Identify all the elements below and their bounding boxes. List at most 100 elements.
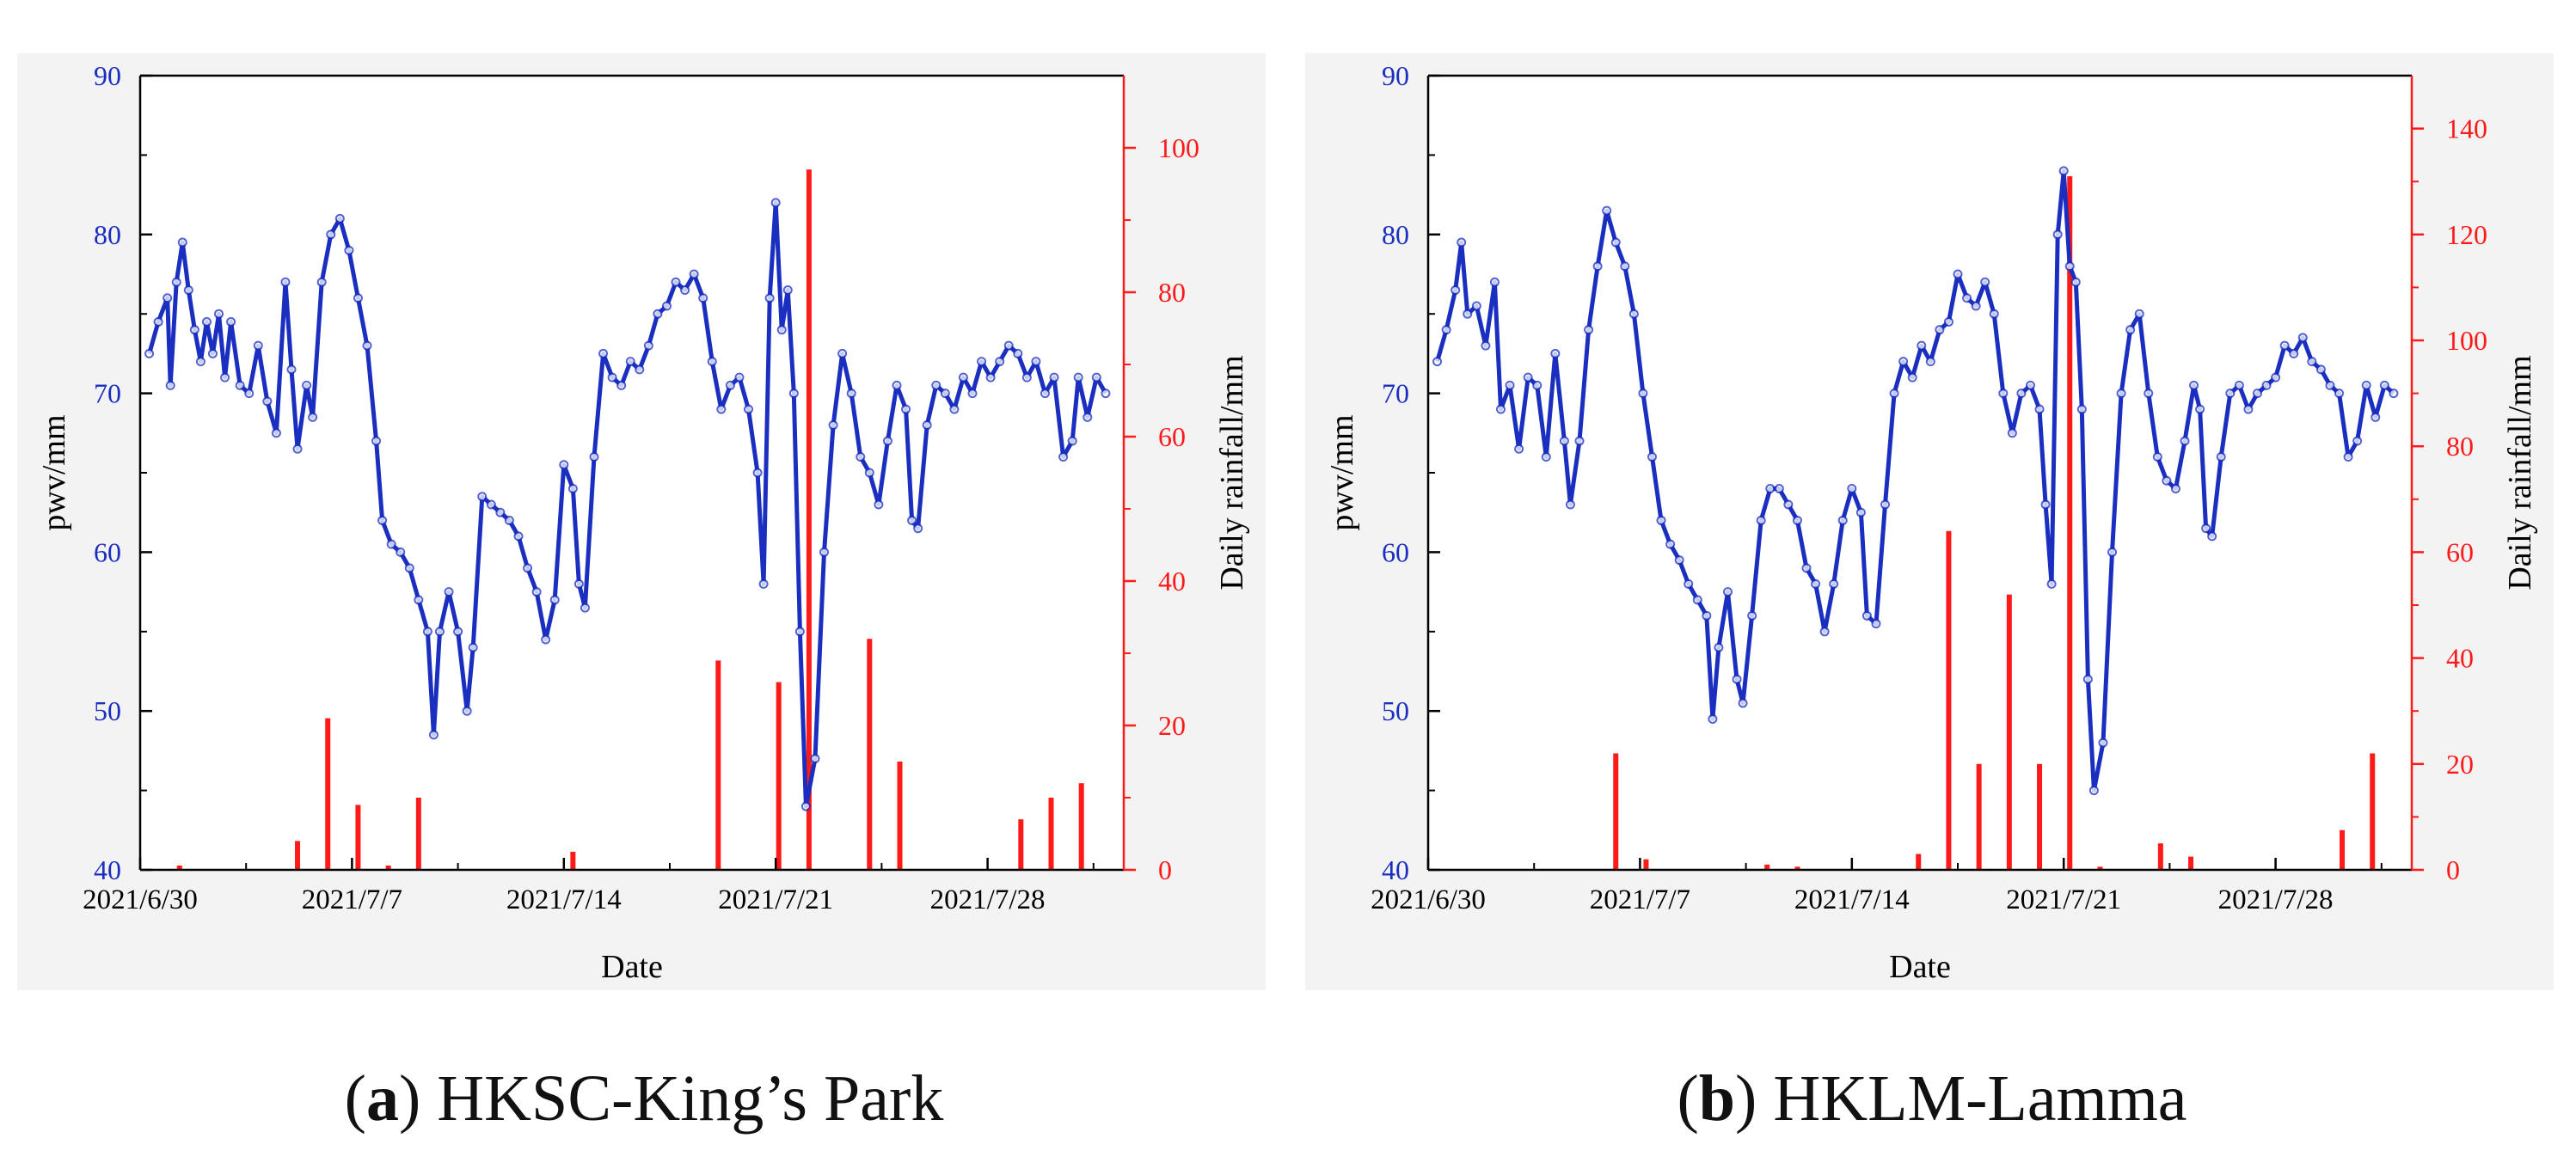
pwv-point [1565, 499, 1575, 510]
x-tick-label: 2021/7/7 [302, 884, 402, 915]
pwv-point [1101, 389, 1111, 399]
pwv-point [1847, 483, 1857, 493]
pwv-point [931, 380, 941, 390]
pwv-point [698, 293, 708, 303]
pwv-point [444, 587, 454, 597]
pwv-point [1747, 610, 1757, 621]
pwv-point [549, 595, 560, 605]
x-tick-label: 2021/6/30 [83, 884, 198, 915]
pwv-point [163, 293, 173, 303]
pwv-point [788, 389, 799, 399]
pwv-point [453, 627, 463, 637]
y-right-tick-label: 60 [1158, 421, 1186, 452]
pwv-point [468, 642, 478, 652]
pwv-point [316, 277, 327, 287]
pwv-point [1829, 578, 1839, 589]
caption-a: (a) HKSC-King’s Park [344, 1062, 944, 1135]
pwv-point [1541, 452, 1551, 462]
y-left-tick-label: 60 [94, 536, 121, 567]
rain-bar [2067, 176, 2073, 871]
pwv-point [995, 357, 1005, 367]
pwv-point [913, 523, 923, 534]
pwv-point [800, 801, 811, 811]
pwv-point [1708, 713, 1718, 724]
pwv-point [958, 372, 968, 382]
pwv-point [1837, 515, 1848, 525]
rain-bar [2037, 763, 2043, 870]
pwv-point [1855, 507, 1866, 517]
pwv-point [1610, 237, 1621, 248]
pwv-point [2076, 404, 2087, 414]
pwv-point [567, 483, 578, 493]
pwv-point [2361, 380, 2371, 390]
rain-bar [2340, 829, 2346, 870]
pwv-point [177, 237, 187, 248]
caption-a-letter: a [365, 1062, 399, 1135]
pwv-point [828, 420, 838, 431]
rain-bar [1643, 859, 1649, 870]
pwv-point [589, 452, 599, 462]
pwv-point [1943, 316, 1953, 327]
y-right-tick-label: 20 [1158, 710, 1186, 741]
pwv-point [2343, 452, 2353, 462]
pwv-point [214, 309, 224, 319]
pwv-point [1067, 436, 1077, 446]
pwv-point [1702, 610, 1712, 621]
pwv-point [2334, 389, 2345, 399]
pwv-point [661, 301, 672, 311]
pwv-point [716, 404, 727, 414]
pwv-point [967, 389, 978, 399]
x-tick-label: 2021/7/14 [1794, 884, 1910, 915]
y-right-tick-label: 80 [2446, 431, 2474, 462]
pwv-point [262, 396, 273, 407]
pwv-point [2297, 333, 2308, 343]
pwv-point [2252, 389, 2262, 399]
y-left-tick-label: 70 [1382, 378, 1409, 409]
pwv-point [607, 372, 617, 382]
plot-area [1428, 76, 2412, 870]
x-tick-label: 2021/6/30 [1371, 884, 1486, 915]
pwv-point [1783, 499, 1794, 510]
pwv-point [334, 213, 345, 223]
pwv-point [195, 357, 205, 367]
pwv-point [1871, 619, 1881, 629]
pwv-point [1550, 348, 1561, 358]
pwv-point [764, 293, 775, 303]
pwv-point [2325, 380, 2335, 390]
pwv-point [1021, 372, 1032, 382]
rain-bar [1946, 530, 1952, 870]
pwv-point [1003, 340, 1014, 351]
caption-b-letter: b [1698, 1062, 1736, 1135]
rain-bar [385, 865, 391, 870]
pwv-point [2064, 261, 2075, 272]
pwv-point [1819, 627, 1830, 637]
pwv-point [1514, 444, 1524, 454]
pwv-point [1774, 483, 1784, 493]
pwv-point [1049, 372, 1059, 382]
rain-bar [2188, 856, 2194, 870]
y-right-tick-label: 100 [2446, 325, 2487, 356]
pwv-point [171, 277, 181, 287]
pwv-point [2243, 404, 2254, 414]
pwv-point [1756, 515, 1766, 525]
pwv-point [559, 460, 569, 470]
y-left-tick-label: 90 [94, 60, 121, 91]
pwv-point [1471, 301, 1481, 311]
pwv-point [949, 404, 960, 414]
pwv-point [404, 563, 414, 573]
rain-bar [176, 865, 182, 870]
chart-panel-b: 40 50 60 70 80 90 0 20 40 60 80 100 120 140 2021/6/30 2… [1288, 0, 2576, 1175]
pwv-point [2098, 737, 2108, 748]
pwv-point [744, 404, 754, 414]
pwv-point [386, 539, 396, 549]
pwv-point [1861, 610, 1872, 621]
rain-bar [2006, 594, 2012, 870]
y-left-tick-label: 50 [1382, 695, 1409, 726]
y-left-tick-label: 40 [94, 854, 121, 885]
y-right-tick-label: 0 [2446, 854, 2460, 885]
rain-bar [1613, 753, 1619, 870]
pwv-point [1738, 698, 1748, 708]
pwv-point [2195, 404, 2205, 414]
pwv-point [707, 357, 717, 367]
pwv-point [2289, 348, 2299, 358]
